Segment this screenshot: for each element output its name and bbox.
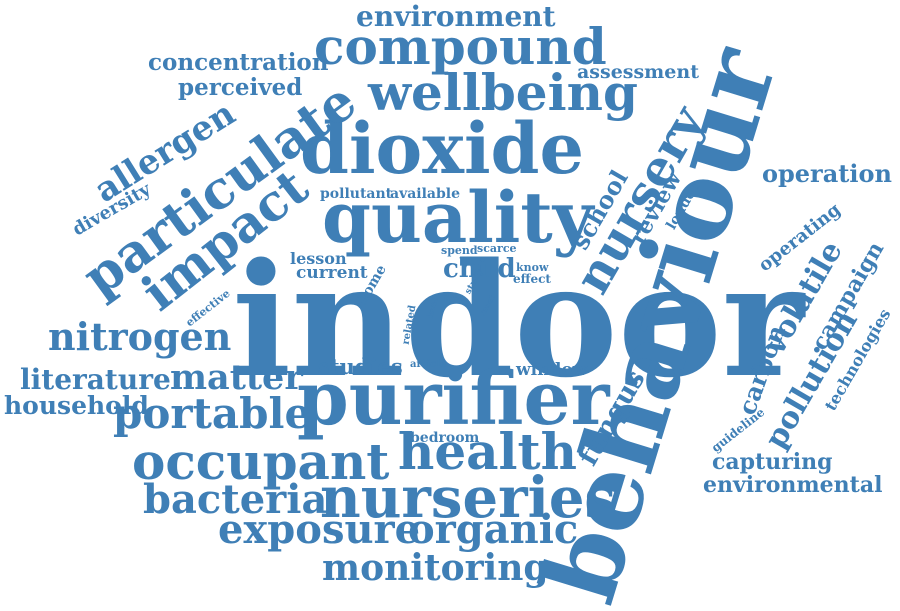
word-guideline: guideline xyxy=(708,405,768,455)
word-wellbeing: wellbeing xyxy=(368,63,638,122)
word-bacteria: bacteria xyxy=(143,476,328,523)
word-effect: effect xyxy=(513,272,551,286)
word-operation: operation xyxy=(762,159,892,188)
word-exposure: exposure xyxy=(218,506,421,553)
word-perceived: perceived xyxy=(178,74,303,101)
word-monitoring: monitoring xyxy=(322,547,549,589)
word-purifier: purifier xyxy=(297,356,610,442)
word-dioxide: dioxide xyxy=(300,107,585,190)
word-quality: quality xyxy=(322,176,594,259)
word-nitrogen: nitrogen xyxy=(48,314,232,359)
word-studies: studies xyxy=(318,354,403,379)
word-compound: compound xyxy=(314,17,607,76)
word-environment: environment xyxy=(356,0,556,33)
word-window: window xyxy=(516,360,588,380)
word-article: article xyxy=(410,359,447,370)
word-child: child xyxy=(443,254,516,284)
word-organic: organic xyxy=(408,506,579,553)
word-occupant: occupant xyxy=(132,432,390,491)
word-know: know xyxy=(516,261,549,274)
word-health: health xyxy=(398,422,578,481)
word-household: household xyxy=(4,391,149,420)
word-matter: matter xyxy=(170,357,303,398)
word-capturing: capturing xyxy=(712,449,833,475)
word-indoor: indoor xyxy=(232,229,805,412)
word-time: time xyxy=(444,293,465,303)
word-current: current xyxy=(296,263,368,283)
word-scarce: scarce xyxy=(477,242,517,255)
word-environmental: environmental xyxy=(703,472,883,498)
word-bedroom: bedroom xyxy=(410,430,480,446)
word-nurseries: nurseries xyxy=(320,465,617,531)
word-pollutant: pollutant xyxy=(320,186,393,202)
word-spend: spend xyxy=(441,244,478,257)
word-assessment: assessment xyxy=(577,61,699,83)
word-literature: literature xyxy=(20,363,171,396)
word-concentration: concentration xyxy=(148,49,329,76)
word-available: available xyxy=(390,186,460,202)
word-lesson: lesson xyxy=(290,249,347,268)
word-portable: portable xyxy=(113,389,312,438)
